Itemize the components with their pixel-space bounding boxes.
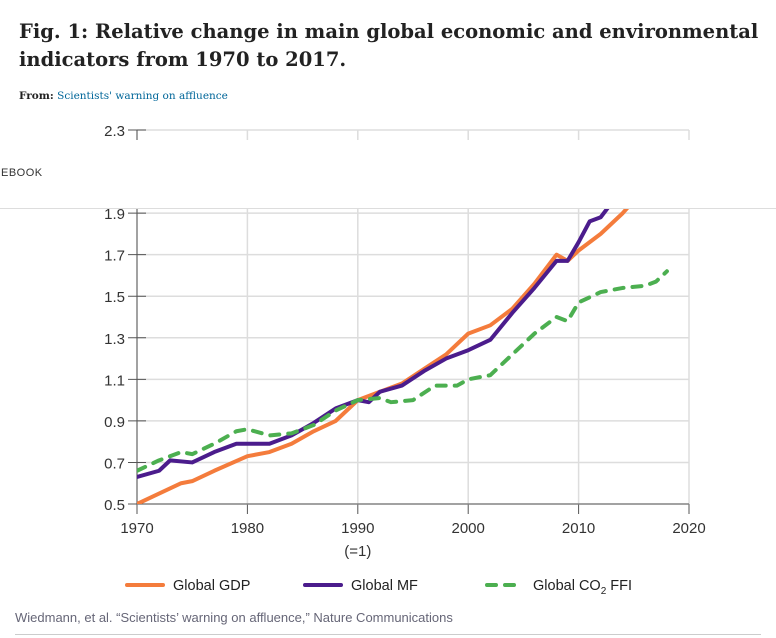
y-tick-label: 1.7 [104,248,125,265]
x-tick-label: 1970 [120,520,153,537]
divider [15,634,761,635]
legend-label: Global CO2 FFI [533,578,632,597]
figure-title: Fig. 1: Relative change in main global e… [19,20,759,71]
line-chart: 1970 1980 1990 2000 2010 2020 (=1) 0.5 0.7 0.9 1.1… [104,123,706,597]
x-tick-label: 2010 [562,520,595,537]
legend-name: Global MF [351,578,418,594]
legend-name: Global CO [533,578,601,594]
y-tick-label: 0.9 [104,414,125,431]
x-tick-label: 1980 [231,520,264,537]
y-tick-label: 1.5 [104,289,125,306]
legend-suffix: FFI [606,578,632,594]
from-label: From: [19,90,54,102]
ebook-link[interactable]: EBOOK [1,167,43,179]
y-tick-label: 2.3 [104,123,125,140]
legend-label: Global GDP [173,578,250,594]
figure-source: From: Scientists' warning on affluence [19,90,228,102]
legend-name: Global GDP [173,578,250,594]
x-tick-label: 1990 [341,520,374,537]
y-tick-label: 1.9 [104,206,125,223]
y-tick-label: 0.5 [104,497,125,514]
y-tick-label: 0.7 [104,455,125,472]
y-tick-label: 1.1 [104,372,125,389]
article-link[interactable]: Scientists' warning on affluence [57,90,228,102]
series-line-global-gdp [137,198,636,504]
legend-label: Global MF [351,578,418,594]
legend-subscript: 2 [601,586,607,597]
x-tick-label: 2020 [672,520,705,537]
x-tick-label: 2000 [452,520,485,537]
y-tick-label: 1.3 [104,331,125,348]
series-line-global-co [137,269,669,473]
sticky-header: EBOOK [0,140,776,209]
image-credit: Wiedmann, et al. “Scientists’ warning on… [15,610,453,625]
series-line-global-mf [137,200,614,479]
x-annotation: (=1) [344,543,371,560]
